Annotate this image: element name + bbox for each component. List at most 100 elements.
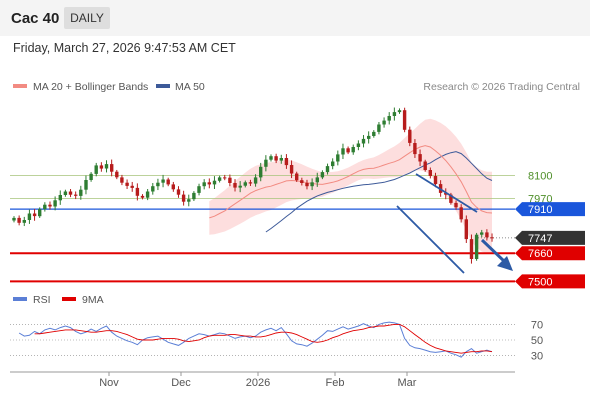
candle-body xyxy=(305,183,309,187)
candle-body xyxy=(58,195,62,201)
candle-body xyxy=(192,192,196,200)
candle-body xyxy=(94,165,98,174)
candle-body xyxy=(166,179,170,185)
x-tick-label: Feb xyxy=(326,377,345,389)
candle-body xyxy=(243,182,247,186)
level-label-8100: 8100 xyxy=(528,171,552,183)
candle-body xyxy=(377,124,381,132)
candle-body xyxy=(289,165,294,174)
rsi-grid: 70 50 30 xyxy=(10,319,543,363)
candle-body xyxy=(17,217,21,223)
ma9-legend-label: 9MA xyxy=(82,294,104,306)
x-tick-label: Mar xyxy=(398,377,417,389)
x-axis: Nov Dec 2026 Feb Mar xyxy=(10,371,515,389)
instrument-symbol: Cac 40 xyxy=(11,10,60,27)
candle-body xyxy=(48,204,52,207)
ma50-line xyxy=(265,151,493,233)
bollinger-band xyxy=(209,118,493,255)
candle-body xyxy=(485,232,489,238)
candle-body xyxy=(135,187,140,196)
candle-body xyxy=(197,186,201,193)
candle-body xyxy=(361,138,366,144)
candle-body xyxy=(454,202,458,208)
candle-body xyxy=(89,173,93,180)
forecast-arrow-head xyxy=(497,256,513,271)
candle-body xyxy=(79,189,83,196)
candle-body xyxy=(181,194,186,202)
candle-body xyxy=(392,112,397,116)
candle-body xyxy=(74,194,78,196)
candle-body xyxy=(228,177,232,183)
main-legend: MA 20 + Bollinger Bands MA 50 Research ©… xyxy=(13,81,580,93)
candle-body xyxy=(480,232,484,235)
candle-body xyxy=(104,164,109,169)
candle-body xyxy=(130,185,134,188)
candle-body xyxy=(325,166,330,173)
candle-body xyxy=(356,143,361,147)
x-tick-label: Dec xyxy=(171,377,191,389)
candle-body xyxy=(202,182,206,187)
candles-layer xyxy=(12,107,494,264)
levels-layer xyxy=(10,175,515,283)
candle-body xyxy=(22,220,26,223)
rsi-tick-label: 70 xyxy=(531,319,543,331)
candle-body xyxy=(12,217,16,221)
rsi-tick-label: 50 xyxy=(531,335,543,347)
candle-body xyxy=(284,158,289,166)
candle-body xyxy=(207,182,211,185)
candle-body xyxy=(43,204,47,210)
candle-body xyxy=(274,156,278,161)
candle-body xyxy=(223,177,227,179)
candle-body xyxy=(464,219,468,240)
candle-body xyxy=(63,191,68,195)
candle-body xyxy=(233,183,237,188)
candle-body xyxy=(38,209,42,217)
forecast-arrow-shaft xyxy=(480,238,507,264)
level-label-7747: 7747 xyxy=(528,233,552,245)
candle-body xyxy=(474,234,479,259)
candle-body xyxy=(469,239,474,259)
candle-body xyxy=(248,182,253,184)
candle-body xyxy=(120,177,124,183)
rsi-panel: 70 50 30 xyxy=(10,319,543,363)
candle-body xyxy=(187,199,191,202)
ma20-line xyxy=(209,145,493,219)
candle-body xyxy=(433,176,438,185)
candle-body xyxy=(331,161,335,167)
ma9-legend-swatch xyxy=(62,297,76,301)
candle-body xyxy=(259,166,263,178)
rsi-tick-label: 30 xyxy=(531,351,543,363)
candle-body xyxy=(253,177,258,184)
candle-body xyxy=(408,129,412,143)
ma50-legend-label: MA 50 xyxy=(175,81,205,93)
level-label-7910: 7910 xyxy=(528,204,552,216)
rsi-legend-label: RSI xyxy=(33,294,51,306)
period-tab-daily[interactable]: DAILY xyxy=(64,7,110,29)
candle-body xyxy=(397,110,402,113)
candle-body xyxy=(99,165,104,169)
ma20-legend-swatch xyxy=(13,84,27,88)
candle-body xyxy=(110,164,114,172)
candle-body xyxy=(171,184,175,190)
candle-body xyxy=(238,185,242,188)
candle-body xyxy=(68,191,73,195)
candle-body xyxy=(402,110,407,130)
candle-body xyxy=(32,213,37,217)
candle-body xyxy=(351,147,355,153)
candle-body xyxy=(151,186,155,192)
rsi-legend: RSI 9MA xyxy=(13,294,104,306)
level-tag-7910 xyxy=(515,202,585,217)
trendline-upper xyxy=(415,173,478,213)
candle-body xyxy=(217,177,222,181)
candle-body xyxy=(418,154,422,162)
candle-body xyxy=(84,180,88,190)
candle-body xyxy=(387,116,391,121)
x-tick-label: 2026 xyxy=(246,377,270,389)
header-bar: Cac 40 DAILY xyxy=(0,0,590,36)
trendline-lower xyxy=(396,205,465,274)
candle-body xyxy=(449,194,453,203)
